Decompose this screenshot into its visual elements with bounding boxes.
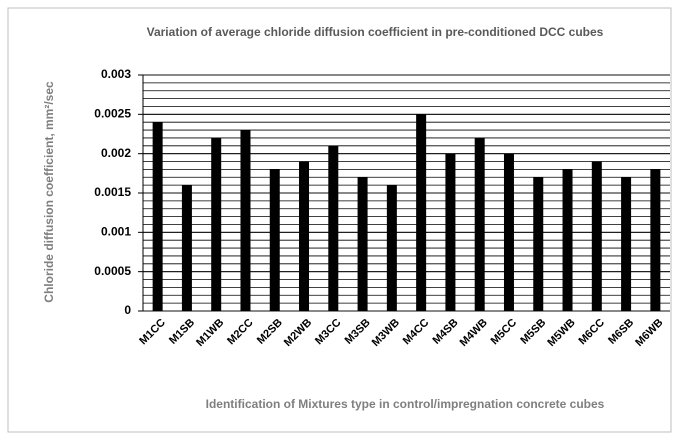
chart-frame <box>7 7 672 433</box>
bar <box>269 169 280 311</box>
bar <box>533 177 544 311</box>
bar <box>357 177 368 311</box>
bar <box>299 161 310 311</box>
bar <box>650 169 661 311</box>
bar <box>181 185 192 311</box>
y-tick-label: 0.002 <box>101 146 131 160</box>
bar <box>416 114 427 311</box>
bar <box>503 153 514 311</box>
bar <box>152 122 163 311</box>
bar <box>445 153 456 311</box>
bar <box>240 130 251 311</box>
chart-title: Variation of average chloride diffusion … <box>147 25 604 39</box>
y-axis-label: Chloride diffusion coefficient, mm²/sec <box>42 81 56 303</box>
bar <box>211 137 222 311</box>
bar <box>328 145 339 311</box>
bar <box>386 185 397 311</box>
x-axis-label: Identification of Mixtures type in contr… <box>206 397 605 411</box>
y-tick-label: 0.003 <box>101 67 131 81</box>
y-tick-label: 0.0025 <box>94 107 131 121</box>
bar <box>474 137 485 311</box>
y-tick-label: 0.001 <box>101 225 131 239</box>
bar <box>562 169 573 311</box>
y-tick-label: 0 <box>124 303 131 317</box>
bar <box>621 177 632 311</box>
y-tick-label: 0.0015 <box>94 185 131 199</box>
y-tick-label: 0.0005 <box>94 264 131 278</box>
bar <box>591 161 602 311</box>
